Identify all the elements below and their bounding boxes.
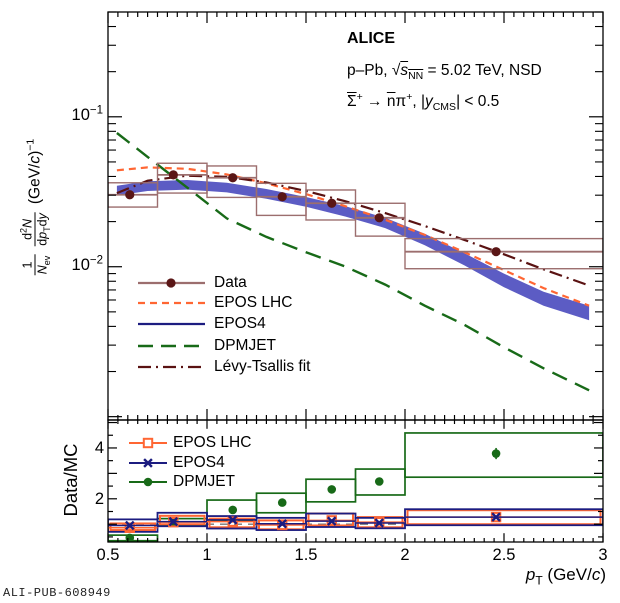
sigma-bar: Σ (347, 93, 357, 110)
system-suffix: = 5.02 TeV, NSD (423, 62, 542, 79)
dpmjet-curve (116, 132, 590, 392)
legend-label-dpmjet: DPMJET (214, 337, 276, 354)
spectrum-legend-samples (138, 278, 205, 369)
pion-charge: + (406, 90, 413, 103)
d2n-fraction: d2N dpTdy (18, 212, 52, 247)
ratio-markers-epos4 (108, 512, 603, 531)
decay-channel-label: Σ+ → nπ+, |yCMS| < 0.5 (347, 90, 500, 114)
ratio-legend-label-dpmjet: DPMJET (173, 473, 235, 490)
ratio-y-tick-label-2: 2 (94, 489, 104, 508)
nbar: n (386, 93, 396, 110)
x-tick-label-1: 1 (202, 546, 212, 564)
sys-box (404, 237, 603, 270)
sys-box (354, 202, 406, 237)
epos-lhc-curve (116, 166, 590, 307)
ratio-panel (108, 432, 603, 542)
epos4-band (116, 180, 590, 321)
legend-label-l-vy-tsallis-fit: Lévy-Tsallis fit (214, 358, 311, 375)
spectrum-panel (108, 132, 603, 392)
ratio-y-axis-title: Data/MC (60, 443, 81, 517)
rapidity-sub: CMS (432, 101, 457, 114)
collision-system-label: p–Pb, √sNN = 5.02 TeV, NSD (347, 62, 542, 83)
one-over-nev-fraction: 1 Nev (20, 254, 52, 276)
ratio-y-tick-label-4: 4 (94, 438, 104, 457)
rapidity-y: y (424, 93, 433, 110)
system-prefix: p–Pb, (347, 62, 392, 79)
spectrum-y-axis-title: 1 Nev d2N dpTdy (GeV/c)−1 (18, 138, 52, 276)
experiment-label: ALICE (347, 30, 395, 47)
x-axis-title: pT (GeV/c) (525, 565, 606, 588)
rapidity-close: | < 0.5 (456, 93, 500, 110)
pion: π (395, 93, 407, 110)
x-tick-label-3: 3 (598, 546, 608, 564)
x-tick-label-1.5: 1.5 (294, 546, 318, 564)
data-sys-boxes (108, 162, 603, 270)
rapidity-open: , | (412, 93, 425, 110)
data-marker (327, 198, 337, 208)
data-marker (228, 173, 238, 183)
sigma-charge: + (356, 90, 363, 103)
ratio-legend-label-epos-lhc: EPOS LHC (173, 434, 252, 451)
axes (107, 11, 604, 543)
data-marker (491, 247, 501, 257)
ratio-markers-dpmjet (125, 447, 501, 542)
legend-label-epos4: EPOS4 (214, 315, 266, 332)
legend-data-marker (166, 278, 176, 288)
ratio-legend-label-epos4: EPOS4 (173, 454, 225, 471)
y-axis-units: (GeV/c)−1 (23, 138, 43, 205)
decay-arrow: → (362, 93, 387, 110)
spectrum-y-tick-label-10−2: 10−2 (71, 254, 103, 274)
data-marker (168, 170, 178, 180)
sqrt-radical: √ (391, 62, 401, 79)
sys-box (206, 165, 258, 199)
data-marker (277, 192, 287, 202)
figure-id-watermark: ALI-PUB-608949 (3, 586, 111, 600)
legend-label-epos-lhc: EPOS LHC (214, 294, 293, 311)
levy-tsallis-curve (116, 174, 590, 287)
data-marker (125, 190, 135, 200)
x-tick-label-2: 2 (400, 546, 410, 564)
x-tick-label-2.5: 2.5 (492, 546, 516, 564)
sqrt-s-sub: NN (408, 70, 424, 83)
x-tick-label-0.5: 0.5 (96, 546, 120, 564)
legend-label-data: Data (214, 274, 247, 291)
sqrt-s: s (400, 62, 409, 79)
spectrum-y-tick-label-10−1: 10−1 (71, 104, 103, 124)
ratio-legend-samples (129, 437, 167, 487)
data-points (108, 170, 603, 257)
data-marker (374, 213, 384, 223)
